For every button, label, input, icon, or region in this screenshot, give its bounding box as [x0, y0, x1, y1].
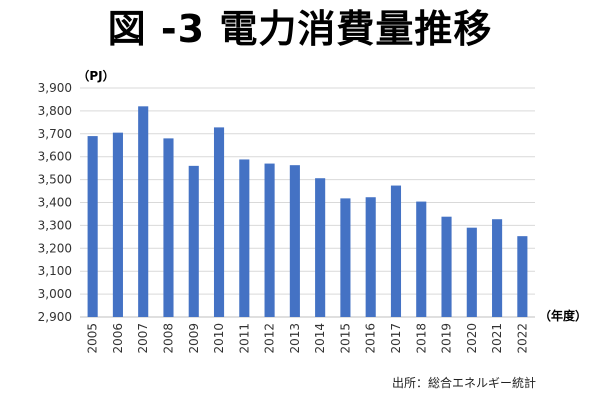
bar-2018	[416, 201, 427, 317]
bar-2005	[87, 136, 98, 317]
x-tick-label: 2005	[86, 323, 100, 354]
y-tick-label: 3,300	[38, 218, 72, 232]
x-tick-label: 2006	[111, 323, 125, 354]
y-tick-label: 3,100	[38, 264, 72, 278]
x-tick-label: 2017	[389, 323, 403, 354]
x-tick-label: 2020	[465, 323, 479, 354]
bar-2014	[315, 178, 326, 317]
x-tick-label: 2010	[212, 323, 226, 354]
x-tick-label: 2009	[187, 323, 201, 354]
y-tick-label: 3,900	[38, 81, 72, 95]
bar-2017	[390, 185, 402, 317]
x-tick-label: 2007	[136, 323, 150, 354]
x-tick-label: 2016	[364, 323, 378, 354]
x-tick-label: 2018	[414, 323, 428, 354]
y-axis: 2,900 3,000 3,100 3,200 3,300 3,400 3,500 3,600…	[38, 81, 72, 324]
x-tick-label: 2022	[515, 323, 529, 354]
bar-2012	[264, 163, 275, 317]
y-tick-label: 3,600	[38, 150, 72, 164]
y-tick-label: 3,400	[38, 196, 72, 210]
x-tick-label: 2013	[288, 323, 302, 354]
bar-2019	[441, 216, 452, 317]
bar-2015	[340, 198, 351, 317]
bars	[87, 106, 528, 317]
x-tick-label: 2011	[237, 323, 251, 354]
bar-2009	[188, 165, 199, 317]
y-tick-label: 3,700	[38, 127, 72, 141]
y-tick-label: 3,800	[38, 104, 72, 118]
x-tick-label: 2021	[490, 323, 504, 354]
source-note: 出所：総合エネルギー統計	[391, 376, 536, 390]
x-axis: 2005 2006 2007 2008 2009 2010 2011 2012 2013 2014…	[86, 323, 530, 354]
bar-2007	[138, 106, 149, 317]
x-tick-label: 2019	[440, 323, 454, 354]
bar-2011	[239, 159, 250, 317]
bar-2021	[492, 219, 503, 317]
x-tick-label: 2014	[313, 323, 327, 354]
y-tick-label: 3,500	[38, 173, 72, 187]
y-axis-label: （PJ）	[77, 68, 114, 83]
bar-2016	[365, 197, 376, 317]
y-tick-label: 2,900	[38, 310, 72, 324]
x-tick-label: 2008	[161, 323, 175, 354]
bar-2008	[163, 138, 174, 317]
bar-2013	[289, 165, 300, 317]
x-axis-label: （年度）	[539, 308, 587, 323]
bar-2022	[517, 236, 528, 317]
bar-2006	[112, 132, 123, 317]
bar-2010	[213, 127, 225, 317]
x-tick-label: 2015	[338, 323, 352, 354]
bar-2020	[466, 227, 477, 317]
gridlines	[80, 87, 535, 318]
y-tick-label: 3,000	[38, 287, 72, 301]
chart-title: 図 -3 電力消費量推移	[107, 7, 493, 51]
x-tick-label: 2012	[263, 323, 277, 354]
y-tick-label: 3,200	[38, 241, 72, 255]
